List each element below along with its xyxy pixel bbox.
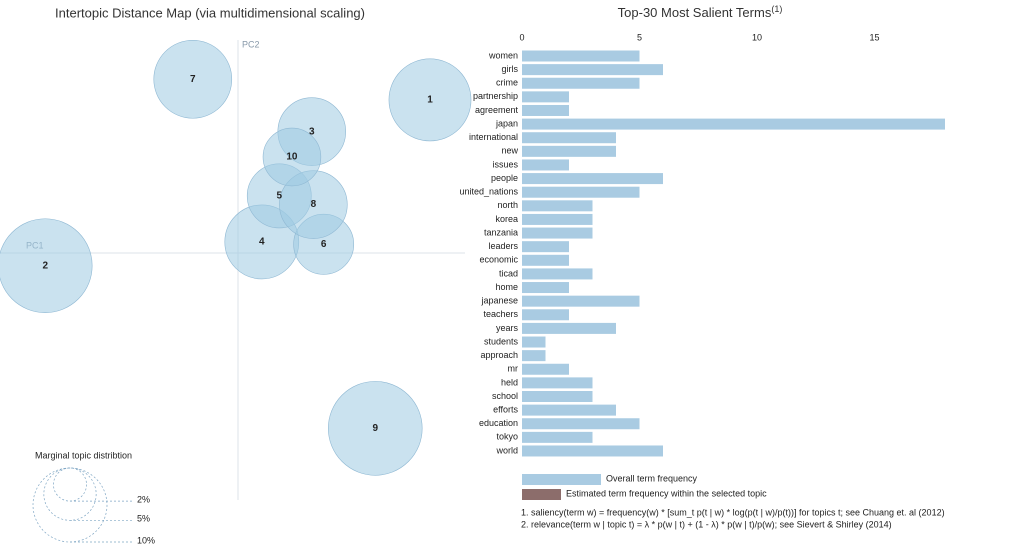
bar: [522, 132, 616, 144]
topic-bubble: [262, 127, 322, 187]
term-label: home: [495, 282, 518, 292]
term-label: people: [491, 173, 518, 183]
footnote: 2. relevance(term w | topic t) = λ * p(w…: [521, 519, 892, 529]
term-label: girls: [501, 64, 518, 74]
bar: [522, 241, 569, 253]
bar: [522, 350, 546, 362]
pc2-label: PC2: [242, 39, 260, 49]
term-label: ticad: [499, 268, 518, 278]
term-label: women: [488, 50, 518, 60]
topic-label: 6: [321, 239, 327, 250]
term-label: world: [495, 445, 518, 455]
x-tick-label: 0: [519, 32, 524, 42]
size-legend-label: 5%: [137, 514, 150, 524]
term-label: agreement: [475, 105, 519, 115]
topic-bubble: [328, 381, 423, 476]
bar: [522, 431, 593, 443]
x-tick-label: 10: [752, 32, 762, 42]
term-label: mr: [508, 364, 519, 374]
topic-label: 3: [309, 126, 315, 137]
topic-label: 10: [286, 152, 298, 163]
term-label: years: [496, 323, 519, 333]
topic-bubble: [0, 218, 93, 313]
size-legend-circle: [32, 467, 108, 543]
bar: [522, 50, 640, 62]
legend-label: Estimated term frequency within the sele…: [566, 488, 767, 498]
term-label: new: [501, 146, 518, 156]
bar: [522, 64, 663, 76]
bar: [522, 377, 593, 389]
term-label: education: [479, 418, 518, 428]
size-legend-circle: [53, 467, 87, 502]
topic-label: 5: [276, 191, 282, 202]
term-label: united_nations: [459, 187, 518, 197]
bar: [522, 91, 569, 103]
footnote: 1. saliency(term w) = frequency(w) * [su…: [521, 507, 945, 517]
bar: [522, 322, 616, 334]
bar: [522, 418, 640, 430]
bar: [522, 254, 569, 266]
term-label: efforts: [493, 404, 518, 414]
size-legend-label: 10%: [137, 535, 155, 545]
bar: [522, 363, 569, 375]
term-label: approach: [480, 350, 518, 360]
topic-label: 8: [311, 199, 317, 210]
topic-label: 1: [427, 95, 433, 106]
term-label: held: [501, 377, 518, 387]
bar: [522, 404, 616, 416]
size-legend-label: 2%: [137, 494, 150, 504]
bar: [522, 445, 663, 457]
bar: [522, 159, 569, 171]
bar: [522, 268, 593, 280]
topic-bubble: [388, 58, 472, 142]
bar: [522, 336, 546, 348]
term-label: north: [497, 200, 518, 210]
term-label: leaders: [488, 241, 518, 251]
legend-label: Overall term frequency: [606, 473, 698, 483]
bar-title: Top-30 Most Salient Terms(1): [618, 4, 783, 20]
term-label: school: [492, 391, 518, 401]
topic-label: 9: [372, 423, 378, 434]
term-label: japanese: [480, 296, 518, 306]
term-label: partnership: [473, 91, 518, 101]
bar: [522, 391, 593, 402]
bar-title-text: Top-30 Most Salient Terms: [618, 5, 772, 20]
legend-swatch: [522, 489, 561, 500]
bar: [522, 200, 593, 212]
topic-label: 4: [259, 237, 265, 248]
bar: [522, 309, 569, 321]
x-tick-label: 15: [869, 32, 879, 42]
term-label: issues: [492, 159, 518, 169]
term-label: students: [484, 336, 519, 346]
x-tick-label: 5: [637, 32, 642, 42]
topic-label: 7: [190, 74, 196, 85]
bar-title-note: (1): [771, 4, 782, 14]
term-label: japan: [495, 118, 518, 128]
term-label: tanzania: [484, 227, 518, 237]
bar: [522, 295, 640, 307]
bar: [522, 145, 616, 157]
size-legend-title: Marginal topic distribtion: [35, 450, 132, 460]
bar: [522, 104, 569, 116]
bar: [522, 118, 945, 130]
bar: [522, 173, 663, 185]
bar: [522, 186, 640, 198]
bar: [522, 282, 569, 294]
bar: [522, 213, 593, 225]
term-label: crime: [496, 78, 518, 88]
bar: [522, 77, 640, 89]
legend-swatch: [522, 474, 601, 485]
bar: [522, 227, 593, 239]
term-label: international: [469, 132, 518, 142]
topic-bubble: [153, 39, 233, 119]
term-label: economic: [479, 255, 518, 265]
size-legend-circle: [43, 467, 97, 521]
map-title: Intertopic Distance Map (via multidimens…: [55, 5, 365, 20]
term-label: teachers: [483, 309, 518, 319]
topic-label: 2: [42, 260, 48, 271]
term-label: korea: [495, 214, 518, 224]
term-label: tokyo: [496, 432, 518, 442]
